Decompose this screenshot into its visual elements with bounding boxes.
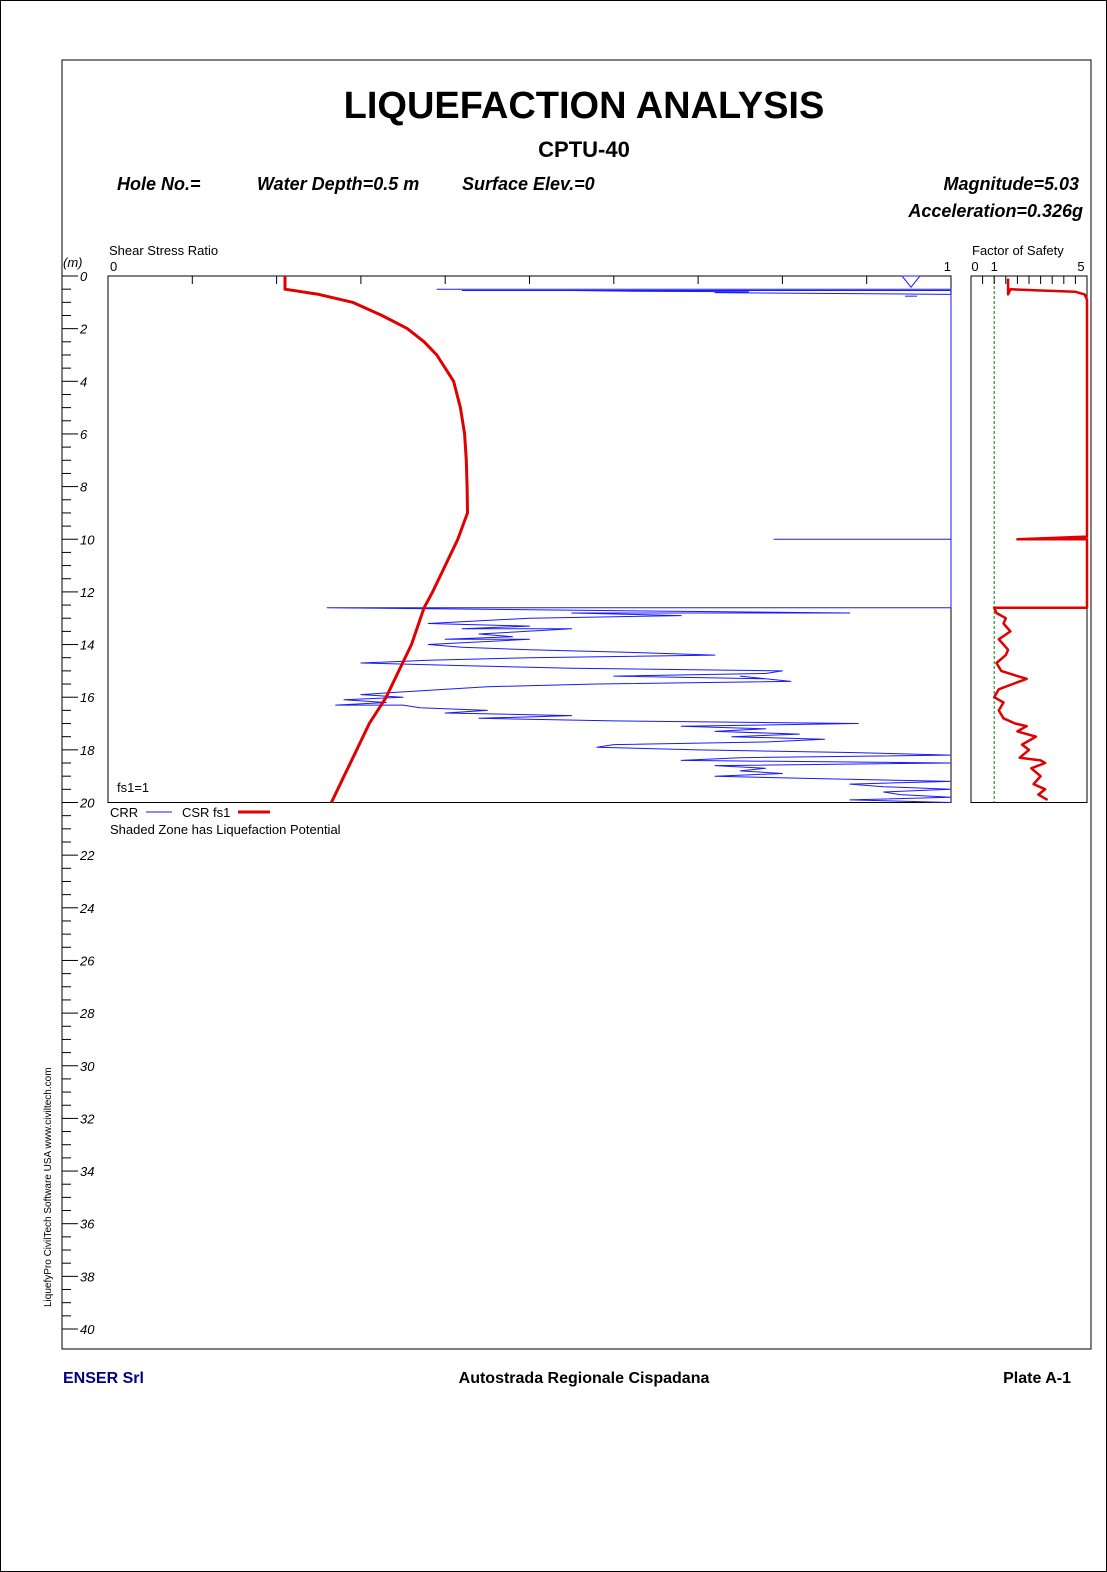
depth-tick-label: 0 xyxy=(80,269,88,284)
crr-series-line xyxy=(326,288,952,803)
depth-tick-label: 4 xyxy=(80,374,87,389)
fs-x-tick-label: 0 xyxy=(971,259,978,274)
depth-tick-label: 8 xyxy=(80,480,88,495)
legend-crr-label: CRR xyxy=(110,805,138,820)
depth-tick-label: 12 xyxy=(80,585,95,600)
footer-project: Autostrada Regionale Cispadana xyxy=(459,1370,710,1387)
fs1-annotation: fs1=1 xyxy=(117,780,149,795)
acceleration-label: Acceleration=0.326g xyxy=(907,201,1083,221)
magnitude-label: Magnitude=5.03 xyxy=(943,174,1079,194)
depth-tick-label: 30 xyxy=(80,1059,95,1074)
depth-tick-label: 38 xyxy=(80,1269,95,1284)
chart-subtitle: CPTU-40 xyxy=(538,137,630,162)
depth-tick-label: 22 xyxy=(79,848,95,863)
depth-tick-label: 20 xyxy=(79,796,95,811)
depth-tick-label: 26 xyxy=(79,953,95,968)
fs-x-tick-label: 1 xyxy=(991,259,998,274)
fs1-series-line xyxy=(992,278,1089,801)
depth-tick-label: 18 xyxy=(80,743,95,758)
depth-tick-label: 14 xyxy=(80,638,94,653)
water-table-marker xyxy=(900,275,922,297)
depth-tick-label: 24 xyxy=(79,901,94,916)
ssr-series-group xyxy=(283,276,952,804)
depth-tick-label: 32 xyxy=(80,1111,95,1126)
ssr-axis-title: Shear Stress Ratio xyxy=(109,243,218,258)
depth-tick-label: 34 xyxy=(80,1164,94,1179)
depth-tick-label: 36 xyxy=(80,1217,95,1232)
surface-elev-label: Surface Elev.=0 xyxy=(462,174,595,194)
water-table-triangle xyxy=(900,275,922,288)
ssr-x-tick-label: 0 xyxy=(110,259,117,274)
depth-tick-label: 28 xyxy=(79,1006,95,1021)
legend-note: Shaded Zone has Liquefaction Potential xyxy=(110,822,341,837)
fs-x-tick-label: 5 xyxy=(1077,259,1084,274)
hole-no-label: Hole No.= xyxy=(117,174,201,194)
software-credit: LiquefyPro CivilTech Software USA www.ci… xyxy=(43,1067,54,1307)
depth-tick-label: 2 xyxy=(79,322,88,337)
fs-series-group xyxy=(992,278,1089,801)
depth-tick-label: 40 xyxy=(80,1322,95,1337)
depth-tick-label: 6 xyxy=(80,427,88,442)
csr-series-line xyxy=(283,276,469,804)
depth-unit-label: (m) xyxy=(63,255,83,270)
ssr-x-tick-label: 1 xyxy=(944,259,951,274)
chart-title: LIQUEFACTION ANALYSIS xyxy=(344,85,825,127)
depth-tick-label: 16 xyxy=(80,690,95,705)
footer-company: ENSER Srl xyxy=(63,1370,144,1387)
depth-tick-label: 10 xyxy=(80,532,95,547)
legend-csr-label: CSR fs1 xyxy=(182,805,230,820)
water-depth-label: Water Depth=0.5 m xyxy=(257,174,419,194)
footer-plate: Plate A-1 xyxy=(1003,1370,1071,1387)
fs-axis-title: Factor of Safety xyxy=(972,243,1064,258)
